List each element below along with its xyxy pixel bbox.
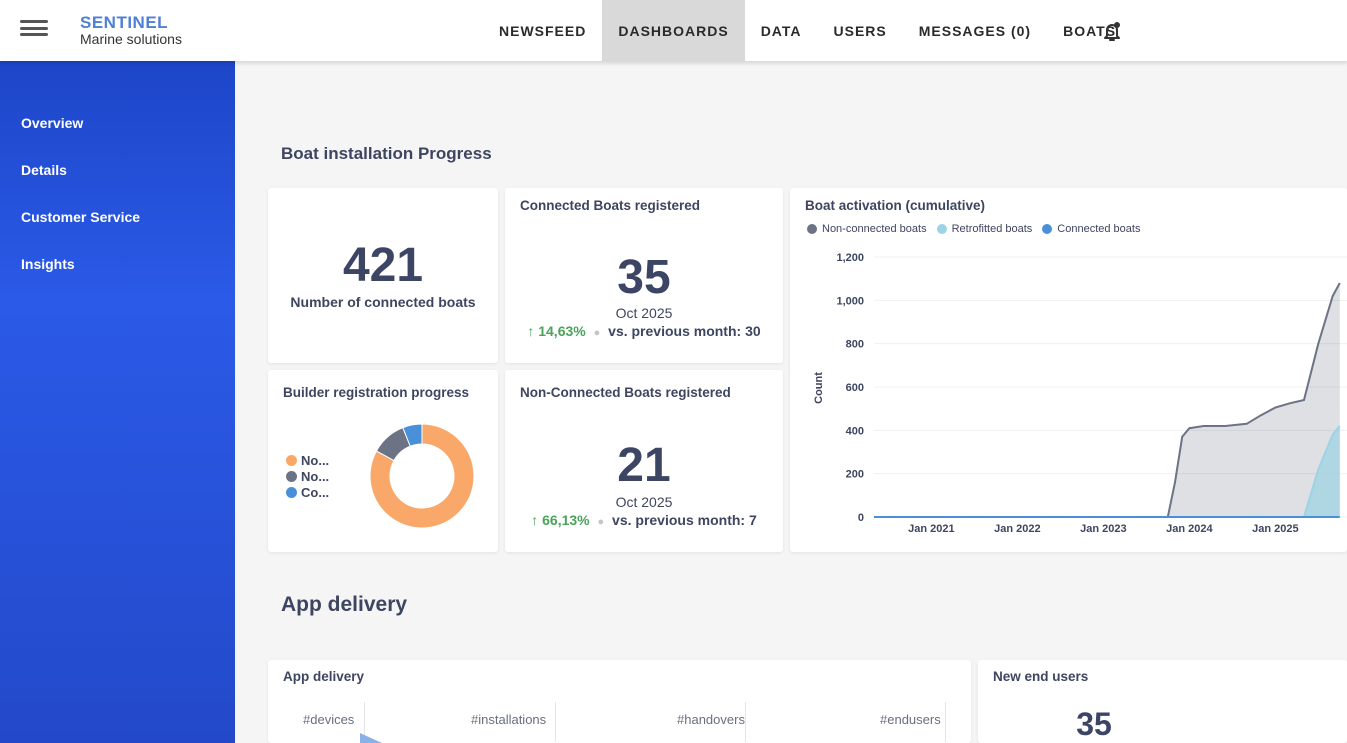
card-title: Non-Connected Boats registered <box>520 385 731 400</box>
chart-legend: Non-connected boats Retrofitted boats Co… <box>807 223 1140 235</box>
legend-item[interactable]: No... <box>286 468 329 484</box>
y-tick-label: 400 <box>846 425 864 437</box>
legend-item[interactable]: Co... <box>286 484 329 500</box>
x-tick-label: Jan 2022 <box>994 523 1040 535</box>
card-title: App delivery <box>283 669 365 684</box>
y-tick-label: 1,000 <box>836 295 864 307</box>
card-title: Builder registration progress <box>283 385 470 400</box>
connected-boats-value: 421 <box>342 239 424 292</box>
nonconnected-registered-trend: ↑ 66,13% ● vs. previous month: 7 <box>531 512 757 528</box>
trend-vs-value: 7 <box>748 512 757 528</box>
legend-item[interactable]: Non-connected boats <box>807 223 927 235</box>
connected-registered-trend: ↑ 14,63% ● vs. previous month: 30 <box>527 323 761 339</box>
sidebar-item-customer-service[interactable]: Customer Service <box>21 209 141 225</box>
section-title-installation: Boat installation Progress <box>281 144 492 163</box>
brand-logo[interactable]: SENTINEL Marine solutions <box>80 14 182 48</box>
series-area <box>874 283 1340 517</box>
legend-item[interactable]: Connected boats <box>1042 223 1140 235</box>
column-devices[interactable]: #devices <box>303 712 355 727</box>
sidebar-item-insights[interactable]: Insights <box>21 256 75 272</box>
section-title-app-delivery: App delivery <box>281 593 408 616</box>
trend-vs-value: 30 <box>745 323 761 339</box>
brand-subtitle: Marine solutions <box>80 31 182 47</box>
nav-data[interactable]: DATA <box>760 23 802 39</box>
donut-chart[interactable] <box>368 422 476 530</box>
y-tick-label: 800 <box>846 339 864 351</box>
nonconnected-registered-value: 21 <box>617 439 671 492</box>
nonconnected-registered-card: Non-Connected Boats registered 21 Oct 20… <box>505 370 783 552</box>
card-title: Connected Boats registered <box>520 198 701 213</box>
sidebar-item-overview[interactable]: Overview <box>21 115 84 131</box>
column-divider <box>745 702 746 742</box>
column-endusers[interactable]: #endusers <box>880 712 941 727</box>
legend-item[interactable]: Retrofitted boats <box>936 223 1032 235</box>
donut-slice[interactable] <box>402 423 423 447</box>
builder-progress-card: Builder registration progress No... No..… <box>268 370 498 552</box>
y-tick-label: 1,200 <box>836 252 864 264</box>
connected-registered-value: 35 <box>617 251 671 304</box>
boat-activation-card: Boat activation (cumulative) Non-connect… <box>790 188 1347 552</box>
nonconnected-registered-period: Oct 2025 <box>615 494 673 510</box>
connected-registered-card: Connected Boats registered 35 Oct 2025 ↑… <box>505 188 783 363</box>
y-tick-label: 600 <box>846 382 864 394</box>
sidebar: Overview Details Customer Service Insigh… <box>0 61 235 743</box>
x-tick-label: Jan 2021 <box>908 523 954 535</box>
app-delivery-card: App delivery #devices #installations #ha… <box>268 660 971 743</box>
column-divider <box>364 702 365 742</box>
funnel-shape <box>360 733 382 743</box>
legend-item[interactable]: No... <box>286 452 329 468</box>
column-installations[interactable]: #installations <box>471 712 547 727</box>
nav-boats[interactable]: BOATS <box>1063 23 1117 39</box>
nav-users[interactable]: USERS <box>833 23 887 39</box>
trend-up-arrow-icon: ↑ <box>527 323 535 339</box>
y-axis-label: Count <box>813 372 825 404</box>
x-tick-label: Jan 2024 <box>1166 523 1213 535</box>
series-line[interactable] <box>874 282 1341 518</box>
donut-legend: No... No... Co... <box>286 452 329 500</box>
column-divider <box>555 702 556 742</box>
x-tick-label: Jan 2023 <box>1080 523 1126 535</box>
nav-dashboards[interactable]: DASHBOARDS <box>602 0 745 61</box>
hamburger-menu-icon[interactable] <box>20 20 48 36</box>
nav-messages[interactable]: MESSAGES (0) <box>918 23 1032 39</box>
chart-title: Boat activation (cumulative) <box>805 198 986 213</box>
donut-slice[interactable] <box>369 423 475 529</box>
brand-name: SENTINEL <box>80 13 169 32</box>
new-end-users-card: New end users 35 <box>978 660 1347 743</box>
trend-vs-label: vs. previous month: <box>608 323 742 339</box>
sidebar-item-details[interactable]: Details <box>21 162 67 178</box>
top-bar: SENTINEL Marine solutions NEWSFEED DASHB… <box>0 0 1347 61</box>
connected-boats-total-card: 421 Number of connected boats <box>268 188 498 363</box>
boat-activation-chart[interactable]: 0 200 400 600 800 1,000 1,200 Count Jan 2021 Jan … <box>790 188 1347 552</box>
column-divider <box>945 702 946 742</box>
trend-change: 14,63% <box>538 323 586 339</box>
column-handovers[interactable]: #handovers <box>677 712 745 727</box>
main-nav: NEWSFEED DASHBOARDS DATA USERS MESSAGES … <box>483 0 1132 61</box>
connected-boats-label: Number of connected boats <box>290 294 476 310</box>
y-tick-label: 200 <box>846 469 864 481</box>
card-title: New end users <box>993 669 1089 684</box>
connected-registered-period: Oct 2025 <box>615 305 673 321</box>
nav-newsfeed[interactable]: NEWSFEED <box>499 23 587 39</box>
x-tick-label: Jan 2025 <box>1252 523 1298 535</box>
trend-change: 66,13% <box>542 512 590 528</box>
trend-vs-label: vs. previous month: <box>612 512 746 528</box>
y-tick-label: 0 <box>858 512 864 524</box>
trend-up-arrow-icon: ↑ <box>531 512 539 528</box>
bell-icon[interactable] <box>1100 19 1124 43</box>
new-end-users-value: 35 <box>1076 706 1112 742</box>
